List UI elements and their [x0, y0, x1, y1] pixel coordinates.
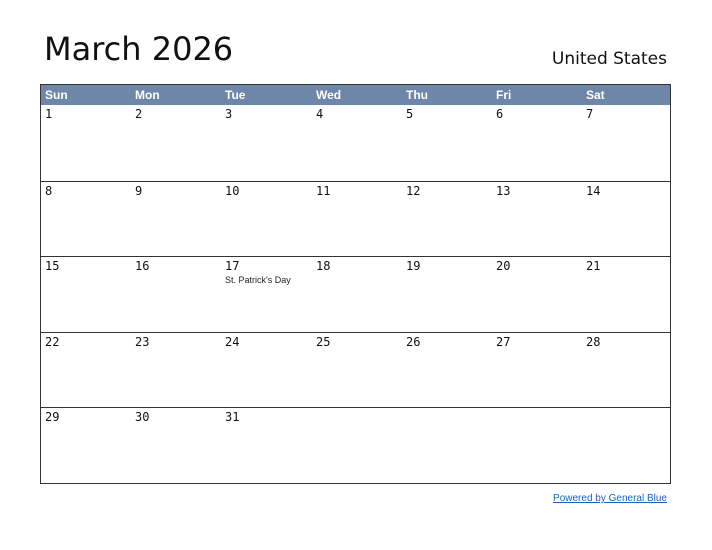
country-label: United States: [551, 49, 667, 69]
day-number: 23: [135, 334, 150, 349]
powered-by-link[interactable]: Powered by General Blue: [553, 493, 667, 504]
day-cell: 27: [492, 333, 582, 408]
week-row: 29 30 31: [41, 407, 670, 483]
weekday-fri: Fri: [496, 88, 512, 102]
day-cell: 2: [131, 105, 221, 181]
day-number: 17: [225, 259, 240, 274]
day-cell: 5: [402, 105, 492, 181]
day-cell: 10: [221, 182, 312, 257]
day-cell: 3: [221, 105, 312, 181]
day-number: 3: [225, 107, 233, 121]
day-number: 9: [135, 183, 143, 198]
day-cell: [312, 408, 402, 483]
day-cell: 16: [131, 257, 221, 332]
day-cell: [582, 408, 670, 483]
day-number: 19: [406, 259, 421, 274]
day-cell: 15: [41, 257, 131, 332]
day-number: 8: [45, 183, 53, 198]
week-row: 22 23 24 25 26 27 28: [41, 331, 670, 408]
weekday-wed: Wed: [316, 88, 342, 102]
day-cell: 26: [402, 333, 492, 408]
holiday-label: St. Patrick's Day: [225, 275, 291, 286]
weekday-thu: Thu: [406, 88, 428, 102]
day-number: 12: [406, 183, 421, 198]
day-number: 16: [135, 259, 150, 274]
day-cell: 18: [312, 257, 402, 332]
day-cell: 14: [582, 182, 670, 257]
day-cell: 11: [312, 182, 402, 257]
day-cell: 17 St. Patrick's Day: [221, 257, 312, 332]
day-cell: 31: [221, 408, 312, 483]
day-cell: 20: [492, 257, 582, 332]
day-cell: 19: [402, 257, 492, 332]
weekday-header: Sun Mon Tue Wed Thu Fri Sat: [41, 85, 670, 105]
day-cell: 8: [41, 182, 131, 257]
day-cell: 22: [41, 333, 131, 408]
day-number: 13: [496, 183, 511, 198]
day-number: 15: [45, 259, 60, 274]
weeks-container: 1 2 3 4 5 6 7 8 9 10 11 12 13 14 15 16 17 St. Patrick's D…: [41, 105, 670, 483]
day-cell: 29: [41, 408, 131, 483]
day-cell: 21: [582, 257, 670, 332]
day-cell: [402, 408, 492, 483]
day-cell: 24: [221, 333, 312, 408]
weekday-tue: Tue: [225, 88, 246, 102]
week-row: 1 2 3 4 5 6 7: [41, 105, 670, 181]
day-number: 2: [135, 107, 143, 121]
day-cell: 30: [131, 408, 221, 483]
day-number: 14: [586, 183, 601, 198]
weekday-sat: Sat: [586, 88, 605, 102]
weekday-sun: Sun: [45, 88, 68, 102]
day-number: 10: [225, 183, 240, 198]
day-cell: 12: [402, 182, 492, 257]
day-number: 21: [586, 259, 601, 274]
day-number: 30: [135, 410, 150, 425]
day-cell: 28: [582, 333, 670, 408]
day-cell: 1: [41, 105, 131, 181]
calendar-title: March 2026: [44, 30, 234, 68]
day-cell: 6: [492, 105, 582, 181]
week-row: 8 9 10 11 12 13 14: [41, 180, 670, 257]
weekday-mon: Mon: [135, 88, 160, 102]
day-number: 20: [496, 259, 511, 274]
day-number: 4: [316, 107, 324, 121]
day-cell: 13: [492, 182, 582, 257]
day-number: 5: [406, 107, 414, 121]
week-row: 15 16 17 St. Patrick's Day 18 19 20 21: [41, 256, 670, 332]
day-cell: 7: [582, 105, 670, 181]
day-cell: [492, 408, 582, 483]
day-number: 27: [496, 334, 511, 349]
day-number: 1: [45, 107, 53, 121]
day-number: 6: [496, 107, 504, 121]
day-number: 31: [225, 410, 240, 425]
day-number: 22: [45, 334, 60, 349]
day-number: 26: [406, 334, 421, 349]
day-cell: 25: [312, 333, 402, 408]
day-number: 7: [586, 107, 594, 121]
day-cell: 9: [131, 182, 221, 257]
day-number: 11: [316, 183, 331, 198]
calendar-grid: Sun Mon Tue Wed Thu Fri Sat 1 2 3 4 5 6 7 8 9 10 1…: [40, 84, 671, 484]
day-number: 24: [225, 334, 240, 349]
day-cell: 4: [312, 105, 402, 181]
day-number: 25: [316, 334, 331, 349]
day-cell: 23: [131, 333, 221, 408]
day-number: 29: [45, 410, 60, 425]
day-number: 18: [316, 259, 331, 274]
day-number: 28: [586, 334, 601, 349]
